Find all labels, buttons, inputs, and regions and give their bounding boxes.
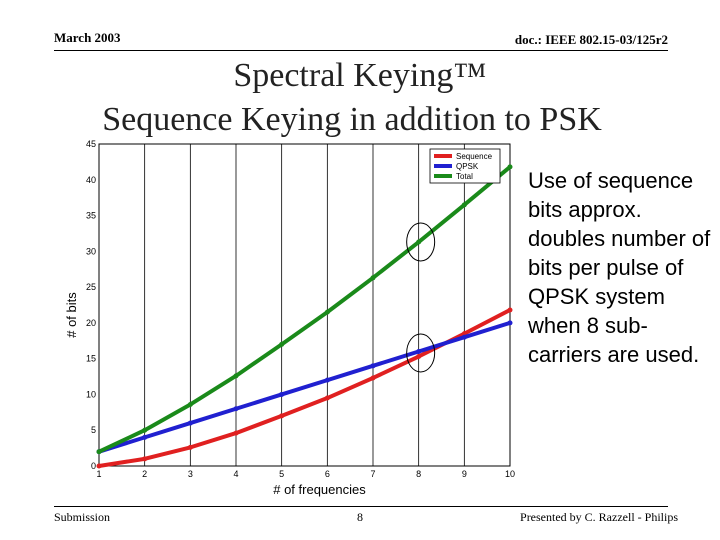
x-tick-label: 5 [279, 469, 284, 479]
footer-page-number: 8 [357, 510, 363, 524]
x-tick-label: 2 [142, 469, 147, 479]
data-point-total [461, 202, 467, 208]
y-tick-label: 45 [86, 139, 96, 149]
y-tick-label: 5 [91, 425, 96, 435]
series-line-qpsk [97, 320, 512, 454]
data-point-qpsk [142, 434, 148, 440]
x-tick-label: 9 [462, 469, 467, 479]
y-tick-label: 15 [86, 354, 96, 364]
slide-title-line1: Spectral Keying™ [233, 57, 487, 94]
data-point-qpsk [187, 420, 193, 426]
data-point-sequence [279, 413, 285, 419]
footer-presenter: Presented by C. Razzell - Philips [520, 510, 678, 524]
data-point-qpsk [370, 363, 376, 369]
x-tick-label: 4 [233, 469, 238, 479]
y-tick-label: 40 [86, 175, 96, 185]
data-point-sequence [233, 430, 239, 436]
data-point-qpsk [324, 377, 330, 383]
y-tick-label: 0 [91, 461, 96, 471]
x-tick-label: 3 [188, 469, 193, 479]
data-point-total [507, 164, 513, 170]
data-point-sequence [507, 307, 513, 313]
data-point-total [233, 373, 239, 379]
legend-label-total: Total [456, 172, 473, 181]
data-point-qpsk [461, 334, 467, 340]
data-point-total [187, 401, 193, 407]
chart-series [96, 164, 513, 469]
y-tick-label: 25 [86, 282, 96, 292]
data-point-qpsk [279, 391, 285, 397]
data-point-qpsk [233, 406, 239, 412]
y-tick-label: 20 [86, 318, 96, 328]
y-axis-label: # of bits [64, 292, 79, 338]
slide-title-line2: Sequence Keying in addition to PSK [102, 101, 602, 138]
data-point-qpsk [416, 349, 422, 355]
footer-divider [54, 506, 668, 507]
plot-frame [98, 143, 511, 467]
data-point-total [416, 239, 422, 245]
header-divider [54, 50, 668, 51]
x-axis-label: # of frequencies [273, 482, 366, 497]
data-point-total [96, 449, 102, 455]
y-tick-label: 30 [86, 246, 96, 256]
footer-submission: Submission [54, 510, 111, 524]
x-tick-label: 1 [96, 469, 101, 479]
data-point-sequence [370, 375, 376, 381]
x-tick-label: 8 [416, 469, 421, 479]
series-line-total [97, 164, 512, 454]
annotation-circle [406, 222, 436, 262]
legend-label-sequence: Sequence [456, 152, 493, 161]
x-tick-label: 6 [325, 469, 330, 479]
data-point-sequence [142, 456, 148, 462]
chart-annotations [406, 222, 436, 373]
x-tick-label: 10 [505, 469, 515, 479]
data-point-qpsk [507, 320, 513, 326]
data-point-total [142, 427, 148, 433]
y-tick-label: 10 [86, 389, 96, 399]
slide-commentary: Use of sequence bits approx. doubles num… [528, 168, 711, 367]
data-point-total [370, 275, 376, 281]
chart-grid [98, 143, 511, 467]
data-point-total [279, 341, 285, 347]
annotation-circle [406, 333, 436, 373]
data-point-sequence [324, 395, 330, 401]
header-date: March 2003 [54, 30, 121, 45]
x-tick-label: 7 [370, 469, 375, 479]
header-doc-id: doc.: IEEE 802.15-03/125r2 [514, 32, 668, 47]
data-point-sequence [96, 463, 102, 469]
legend-label-qpsk: QPSK [456, 162, 479, 171]
data-point-total [324, 309, 330, 315]
data-point-sequence [187, 444, 193, 450]
y-tick-label: 35 [86, 211, 96, 221]
data-point-sequence [416, 354, 422, 360]
